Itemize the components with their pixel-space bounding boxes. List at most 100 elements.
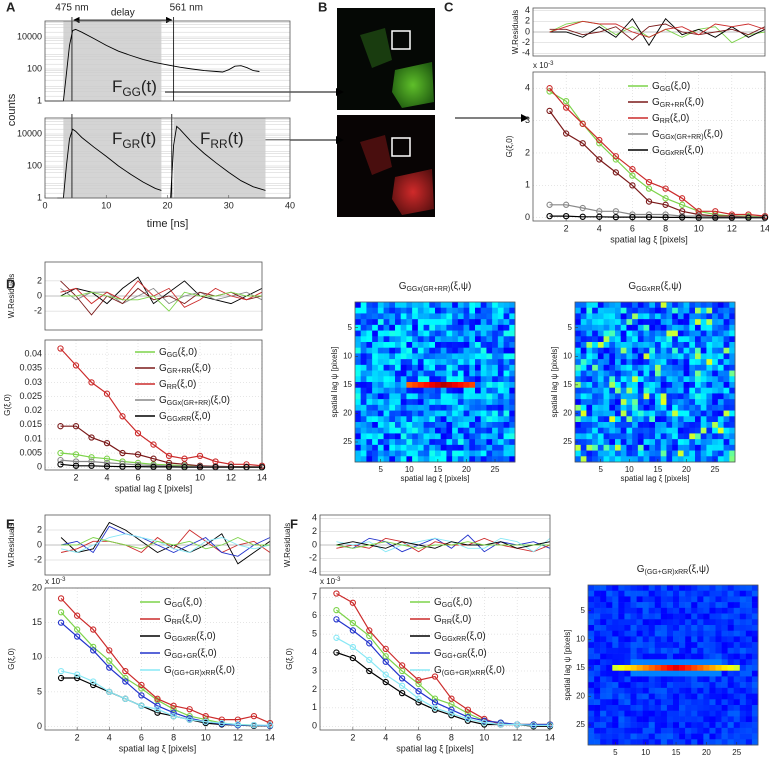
heatmap-cell — [679, 659, 686, 666]
heatmap-cell — [580, 439, 587, 446]
heatmap-cell — [666, 665, 674, 672]
y-tick-label: 5 — [568, 323, 573, 332]
heatmap-cell — [412, 433, 419, 440]
fit-line — [60, 425, 262, 468]
data-point — [333, 616, 340, 623]
heatmap-cell — [666, 319, 673, 326]
heatmap-cell — [417, 336, 424, 343]
heatmap-cell — [480, 336, 487, 343]
heatmap-cell — [717, 353, 724, 360]
heatmap-cell — [597, 353, 604, 360]
data-line — [60, 280, 263, 308]
heatmap-cell — [606, 727, 613, 734]
heatmap-cell — [594, 659, 601, 666]
heatmap-cell — [486, 307, 493, 314]
heatmap-cell — [469, 399, 476, 406]
label-main: G — [434, 614, 442, 625]
heatmap-cell — [673, 716, 680, 723]
heatmap-cell — [672, 347, 679, 354]
heatmap-cell — [463, 387, 470, 394]
heatmap-cell — [360, 359, 367, 366]
heatmap-cell — [600, 665, 607, 672]
heatmap-cell — [509, 376, 516, 383]
heatmap-cell — [429, 330, 436, 337]
heatmap-cell — [497, 324, 504, 331]
label-main: G — [159, 363, 167, 374]
data-point — [134, 459, 142, 467]
heatmap-cell — [709, 619, 716, 626]
heatmap-cell — [395, 336, 402, 343]
heatmap-cell — [406, 336, 413, 343]
heatmap-cell — [612, 636, 619, 643]
heatmap-cell — [739, 693, 747, 700]
heatmap-cell — [689, 422, 696, 429]
heatmap-cell — [366, 422, 373, 429]
heatmap-cell — [372, 364, 379, 371]
heatmap-cell — [691, 665, 698, 672]
data-point — [250, 722, 258, 729]
heatmap-cell — [733, 636, 741, 643]
heatmap-cell — [486, 364, 493, 371]
y-tick-label: 10 — [32, 652, 42, 662]
heatmap-cell — [609, 433, 616, 440]
heatmap-cell — [691, 630, 698, 637]
heatmap-cell — [715, 676, 722, 683]
heatmap-cell — [672, 319, 679, 326]
heatmap-cell — [360, 364, 367, 371]
data-point — [119, 449, 126, 457]
heatmap-cell — [689, 302, 696, 309]
heatmap-cell — [709, 699, 716, 706]
heatmap-cell — [588, 682, 595, 689]
label-sub: GG+GR — [172, 653, 197, 660]
heatmap-cell — [603, 382, 610, 389]
heatmap-cell — [727, 699, 735, 706]
heatmap-cell — [606, 619, 613, 626]
heatmap-cell — [723, 427, 730, 434]
heatmap-cell — [655, 439, 662, 446]
x-tick-label: 10 — [405, 465, 414, 474]
heatmap-cell — [497, 359, 504, 366]
label-main: F — [112, 129, 122, 148]
heatmap-cell — [377, 370, 384, 377]
heatmap-cell — [452, 439, 459, 446]
heatmap-cell — [723, 376, 730, 383]
heatmap-cell — [503, 370, 510, 377]
heatmap-cell — [475, 393, 482, 400]
heatmap-cell — [395, 416, 402, 423]
heatmap-cell — [729, 313, 736, 320]
heatmap-cell — [457, 364, 464, 371]
heatmap-cell — [575, 347, 582, 354]
heatmap-cell — [697, 670, 704, 677]
y-tick-label: 0.04 — [24, 349, 42, 359]
data-point — [150, 441, 157, 448]
heatmap-cell — [712, 416, 719, 423]
heatmap-cell — [689, 393, 696, 400]
heatmap-cell — [703, 693, 710, 700]
heatmap-cell — [677, 393, 684, 400]
heatmap-cell — [649, 364, 656, 371]
heatmap-cell — [637, 324, 644, 331]
heatmap-cell — [395, 359, 402, 366]
heatmap-cell — [620, 370, 627, 377]
y-tick-label: 25 — [343, 437, 352, 446]
data-point — [612, 169, 620, 176]
curve-label: FGR(t) — [112, 129, 156, 151]
data-point — [398, 662, 406, 669]
heatmap-cell — [475, 444, 482, 451]
heatmap-cell — [691, 613, 698, 620]
heatmap-cell — [446, 336, 453, 343]
label-args: (ξ,0) — [467, 648, 486, 659]
heatmap-cell — [689, 410, 696, 417]
y-tick-label: 7 — [312, 592, 317, 602]
heatmap-cell — [637, 347, 644, 354]
heatmap-cell — [366, 427, 373, 434]
data-point — [562, 201, 570, 208]
heatmap-cell — [586, 416, 593, 423]
heatmap-cell — [715, 585, 722, 592]
heatmap-cell — [440, 399, 447, 406]
heatmap-cell — [463, 353, 470, 360]
heatmap-cell — [355, 324, 362, 331]
heatmap-cell — [649, 307, 656, 314]
heatmap-cell — [654, 636, 662, 643]
heatmap-cell — [727, 653, 735, 660]
